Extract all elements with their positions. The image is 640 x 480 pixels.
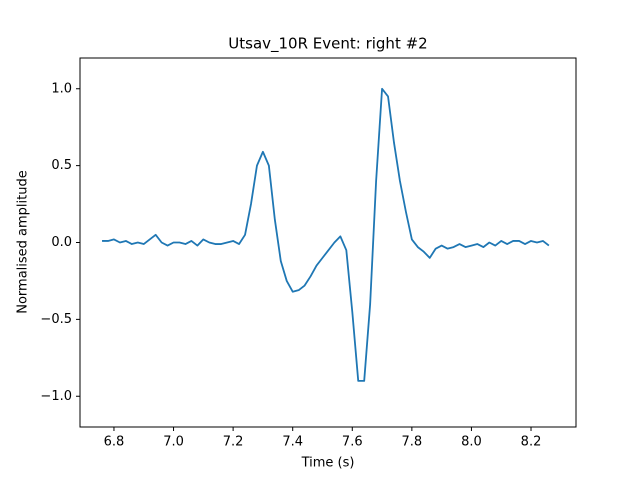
y-tick-label: −0.5 bbox=[40, 312, 72, 327]
y-axis-label: Normalised amplitude bbox=[16, 170, 31, 314]
x-tick-label: 6.8 bbox=[104, 435, 125, 450]
x-tick-label: 8.2 bbox=[521, 435, 542, 450]
chart-title: Utsav_10R Event: right #2 bbox=[228, 35, 427, 54]
x-tick-label: 7.0 bbox=[163, 435, 184, 450]
plot-frame bbox=[79, 57, 577, 428]
x-tick-label: 8.0 bbox=[461, 435, 482, 450]
y-tick-label: 0.5 bbox=[51, 158, 72, 173]
x-tick-label: 7.6 bbox=[342, 435, 363, 450]
x-tick-label: 7.8 bbox=[402, 435, 423, 450]
data-line bbox=[102, 87, 550, 382]
x-tick-label: 7.4 bbox=[282, 435, 303, 450]
x-axis-label: Time (s) bbox=[301, 456, 355, 471]
y-tick-label: 1.0 bbox=[51, 81, 72, 96]
x-tick-label: 7.2 bbox=[223, 435, 244, 450]
y-tick-label: 0.0 bbox=[51, 235, 72, 250]
y-tick-label: −1.0 bbox=[40, 389, 72, 404]
